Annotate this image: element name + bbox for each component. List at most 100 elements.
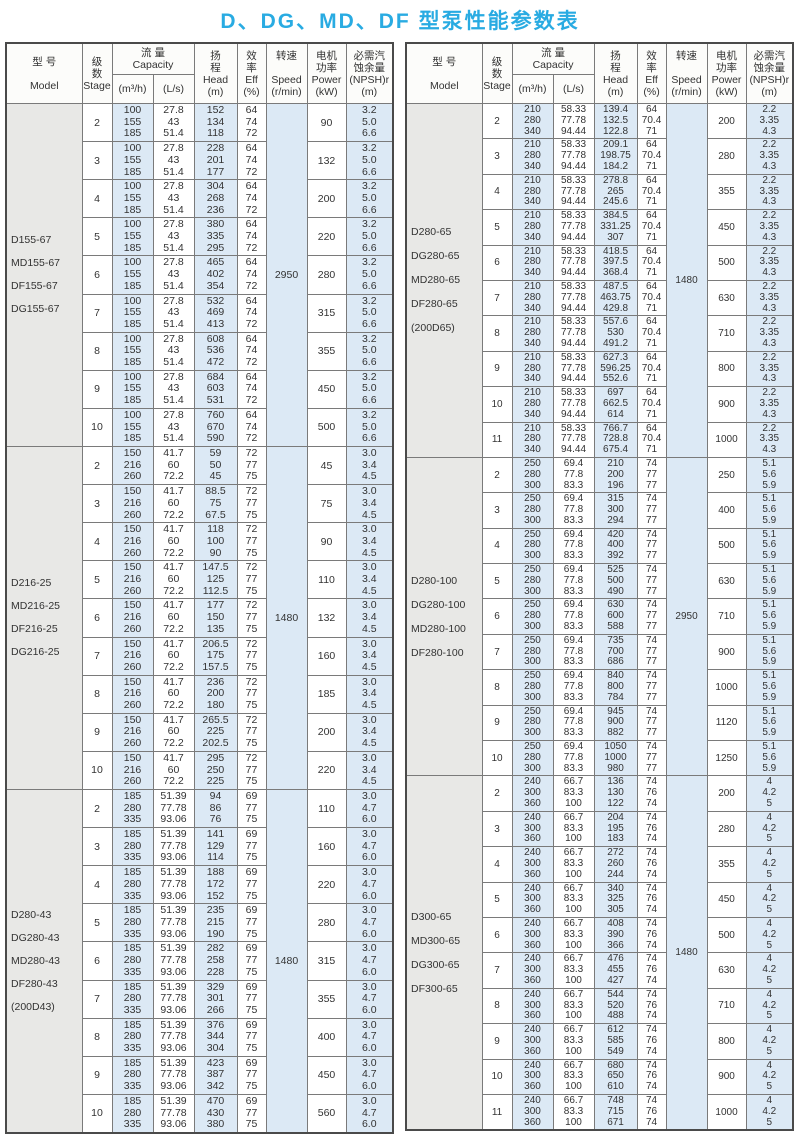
cell-line: 150 xyxy=(123,675,142,688)
cell-line: 335 xyxy=(123,889,142,902)
eff-cell: 74 76 74 xyxy=(636,775,667,812)
cell-line: 77 xyxy=(245,496,258,509)
npsh-cell: 4 4.2 5 xyxy=(745,881,794,918)
cell-line: 27.8 xyxy=(163,332,184,345)
cell-line: 60 xyxy=(167,611,180,624)
cell-line: 5.6 xyxy=(762,539,777,551)
cell-line: 77 xyxy=(645,681,658,693)
cell-line: 77.78 xyxy=(561,256,587,268)
header-head: 扬 程 Head (m) xyxy=(193,42,238,104)
cell-line: 3.2 xyxy=(361,142,377,155)
cell-line: 260 xyxy=(123,660,142,673)
flow-m3h-cell: 185 280 335 xyxy=(111,827,154,867)
model-name: DG216-25 xyxy=(11,646,60,659)
flow-ls-cell: 27.8 43 51.4 xyxy=(152,369,195,409)
cell-line: 5.1 xyxy=(762,634,777,646)
cell-line: 280 xyxy=(524,327,541,339)
power-cell: 160 xyxy=(306,636,347,676)
cell-line: 71 xyxy=(645,160,658,172)
cell-line: 500 xyxy=(607,574,624,586)
cell-line: 70.4 xyxy=(641,220,662,232)
flow-ls-cell: 66.7 83.3 100 xyxy=(552,987,595,1025)
left-table-area: 型 号 Model 级 数 Stage 流 量 Capacity 扬 程 Head (… xyxy=(5,42,395,1134)
flow-ls-cell: 27.8 43 51.4 xyxy=(152,331,195,371)
cell-line: 3.4 xyxy=(361,496,377,509)
cell-line: 60 xyxy=(167,763,180,776)
cell-line: 51.4 xyxy=(163,241,184,254)
cell-line: 4.3 xyxy=(762,337,777,349)
cell-line: 83.3 xyxy=(563,1034,584,1046)
eff-cell: 64 70.4 71 xyxy=(636,315,667,352)
cell-line: 77 xyxy=(245,687,258,700)
flow-m3h-cell: 185 280 335 xyxy=(111,788,154,829)
cell-line: 74 xyxy=(645,493,658,505)
cell-line: 784 xyxy=(607,691,624,703)
flow-m3h-cell: 240 300 360 xyxy=(511,1023,554,1060)
cell-line: 74 xyxy=(645,457,658,469)
flow-ls-cell: 27.8 43 51.4 xyxy=(152,102,195,143)
cell-line: 5.1 xyxy=(762,528,777,540)
stage-cell: 8 xyxy=(481,315,513,352)
head-cell: 697 662.5 614 xyxy=(593,386,638,423)
head-cell: 94 86 76 xyxy=(193,788,238,829)
cell-line: 307 xyxy=(607,231,624,243)
cell-line: 72 xyxy=(245,279,258,292)
eff-cell: 69 77 75 xyxy=(236,1093,267,1134)
cell-line: 304 xyxy=(206,1042,225,1055)
cell-line: 77 xyxy=(645,539,658,551)
cell-line: 74 xyxy=(645,528,658,540)
cell-line: 5.0 xyxy=(361,420,377,433)
cell-line: 83.3 xyxy=(563,893,584,905)
cell-line: 531 xyxy=(206,394,225,407)
flow-ls-cell: 66.7 83.3 100 xyxy=(552,1023,595,1060)
cell-line: 360 xyxy=(524,833,541,845)
cell-line: 280 xyxy=(524,291,541,303)
cell-line: 300 xyxy=(524,479,541,491)
model-cell: D280-100 DG280-100 MD280-100 DF280-100 xyxy=(405,456,483,777)
head-cell: 228 201 177 xyxy=(193,141,238,181)
cell-line: 72 xyxy=(245,241,258,254)
cell-line: 66.7 xyxy=(563,1059,584,1071)
cell-line: 75 xyxy=(245,1080,258,1093)
cell-line: 2.2 xyxy=(762,210,777,222)
cell-line: 280 xyxy=(524,504,541,516)
cell-line: 77 xyxy=(245,839,258,852)
cell-line: 94.44 xyxy=(561,125,587,137)
cell-line: 77.78 xyxy=(160,992,187,1005)
cell-line: 43 xyxy=(167,115,180,128)
flow-ls-cell: 58.33 77.78 94.44 xyxy=(552,209,595,246)
stage-row: 7 185 280 335 51.39 77.78 93.06 329 301 266 69 77 75… xyxy=(6,979,394,1019)
eff-cell: 74 76 74 xyxy=(636,952,667,989)
cell-line: 5.6 xyxy=(762,645,777,657)
npsh-cell: 2.2 3.35 4.3 xyxy=(745,138,794,175)
cell-line: 300 xyxy=(524,964,541,976)
cell-line: 472 xyxy=(206,356,225,369)
flow-m3h-cell: 185 280 335 xyxy=(111,1017,154,1057)
cell-line: 216 xyxy=(123,611,142,624)
flow-m3h-cell: 250 280 300 xyxy=(511,563,554,600)
cell-line: 280 xyxy=(123,801,142,814)
npsh-cell: 3.0 4.7 6.0 xyxy=(345,903,394,943)
power-cell: 900 xyxy=(706,1058,747,1095)
cell-line: 51.4 xyxy=(163,317,184,330)
cell-line: 74 xyxy=(645,1116,658,1128)
cell-line: 185 xyxy=(123,432,142,445)
power-cell: 280 xyxy=(706,810,747,848)
cell-line: 470 xyxy=(206,1094,225,1107)
flow-ls-cell: 58.33 77.78 94.44 xyxy=(552,315,595,352)
stage-cell: 10 xyxy=(481,386,513,423)
cell-line: 71 xyxy=(645,231,658,243)
cell-line: 300 xyxy=(524,893,541,905)
cell-line: 175 xyxy=(206,649,225,662)
cell-line: 340 xyxy=(524,160,541,172)
cell-line: 408 xyxy=(607,917,624,929)
cell-line: 76 xyxy=(645,1034,658,1046)
eff-cell: 74 77 77 xyxy=(636,492,667,529)
flow-ls-cell: 51.39 77.78 93.06 xyxy=(152,979,195,1019)
cell-line: 64 xyxy=(245,142,258,155)
eff-cell: 69 77 75 xyxy=(236,1055,267,1095)
head-cell: 340 325 305 xyxy=(593,881,638,918)
cell-line: 2.2 xyxy=(762,387,777,399)
power-cell: 710 xyxy=(706,598,747,635)
cell-line: 185 xyxy=(123,1018,142,1031)
